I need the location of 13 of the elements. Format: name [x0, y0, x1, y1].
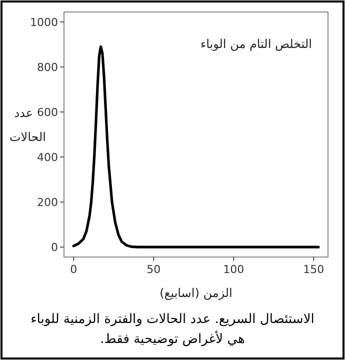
text: الاستئصال السريع. عدد الحالات والفترة الزمنية للوباء هي لأغراض توضيحية فقط.: [30, 311, 316, 349]
y-tick-label: 200: [37, 196, 58, 209]
annotation: التخلص التام من الوباء: [200, 37, 312, 51]
y-tick-label: 800: [37, 60, 58, 74]
x-tick-label: 50: [146, 263, 161, 276]
x-tick-label: 150: [303, 263, 324, 276]
x-axis-title: الزمن (اسابيع): [160, 286, 232, 300]
y-tick-label: 600: [37, 106, 58, 119]
y-tick-label: 400: [37, 150, 58, 164]
y-tick-label: 1000: [30, 16, 58, 29]
y-tick-label: 0: [51, 240, 58, 254]
x-tick-label: 100: [223, 263, 244, 276]
x-tick-label: 0: [70, 263, 78, 276]
